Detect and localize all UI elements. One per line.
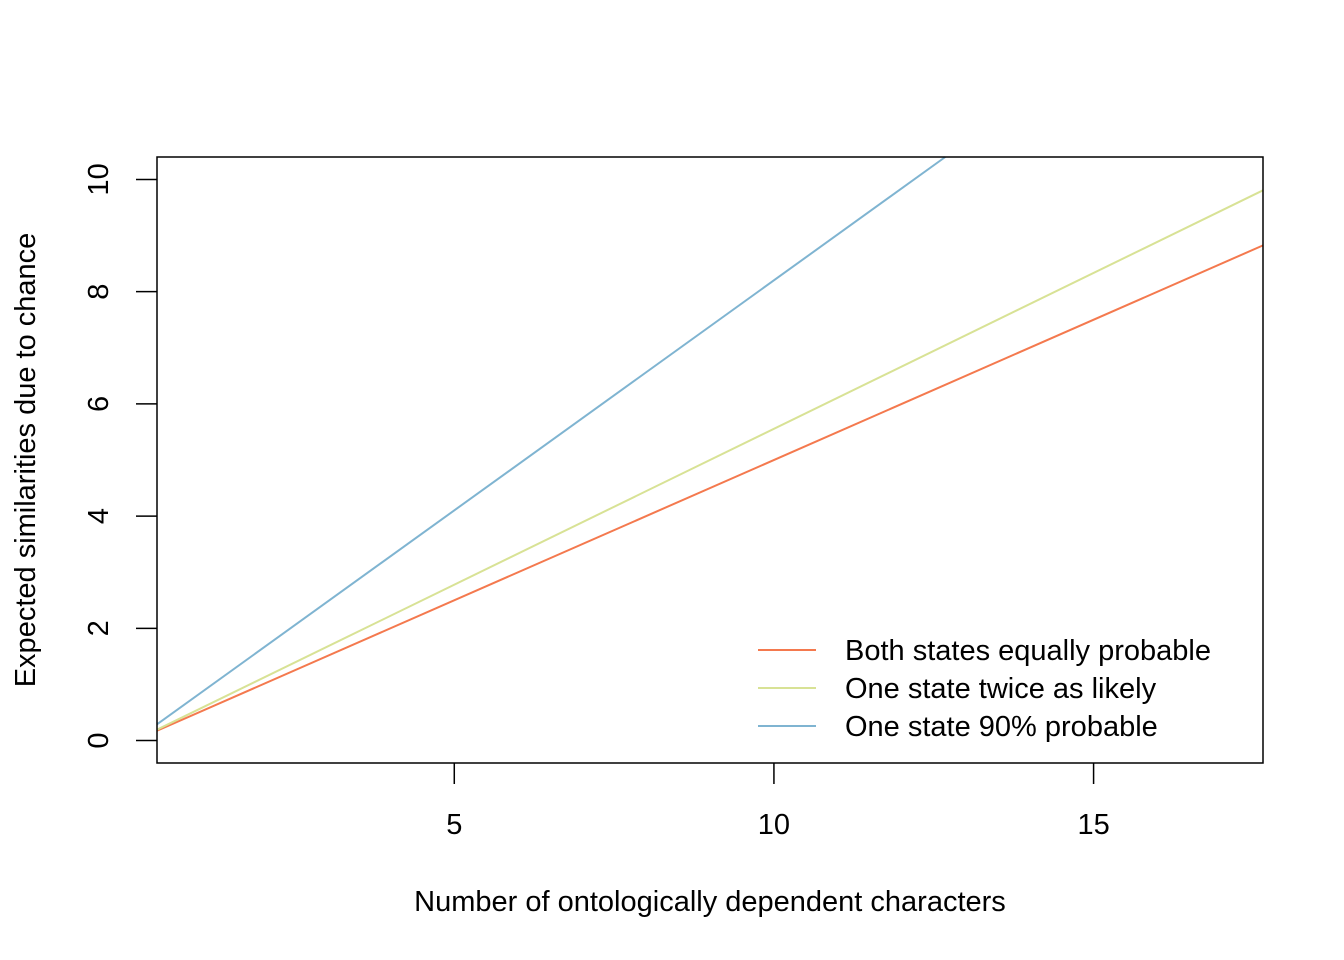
y-tick-label: 8 xyxy=(83,284,115,300)
x-axis: 5 10 15 xyxy=(446,763,1110,841)
x-tick-label: 5 xyxy=(446,809,462,841)
y-axis-label: Expected similarities due to chance xyxy=(10,233,42,688)
y-tick-label: 4 xyxy=(83,508,115,524)
series-line-1 xyxy=(156,244,1264,732)
x-tick-label: 15 xyxy=(1077,809,1109,841)
y-tick-label: 10 xyxy=(83,163,115,195)
y-tick-label: 0 xyxy=(83,732,115,748)
y-tick-label: 6 xyxy=(83,396,115,412)
x-tick-label: 10 xyxy=(758,809,790,841)
series-line-2 xyxy=(156,189,1264,731)
legend-label-1: Both states equally probable xyxy=(845,635,1211,667)
legend-label-3: One state 90% probable xyxy=(845,711,1158,743)
series-layer xyxy=(156,156,1264,732)
legend: Both states equally probable One state tw… xyxy=(758,635,1211,743)
x-axis-label: Number of ontologically dependent charac… xyxy=(414,886,1006,918)
series-line-3 xyxy=(156,156,946,726)
legend-label-2: One state twice as likely xyxy=(845,673,1157,705)
plot-frame xyxy=(156,156,1264,764)
y-tick-label: 2 xyxy=(83,620,115,636)
y-axis: 0 2 4 6 8 10 xyxy=(83,163,157,749)
